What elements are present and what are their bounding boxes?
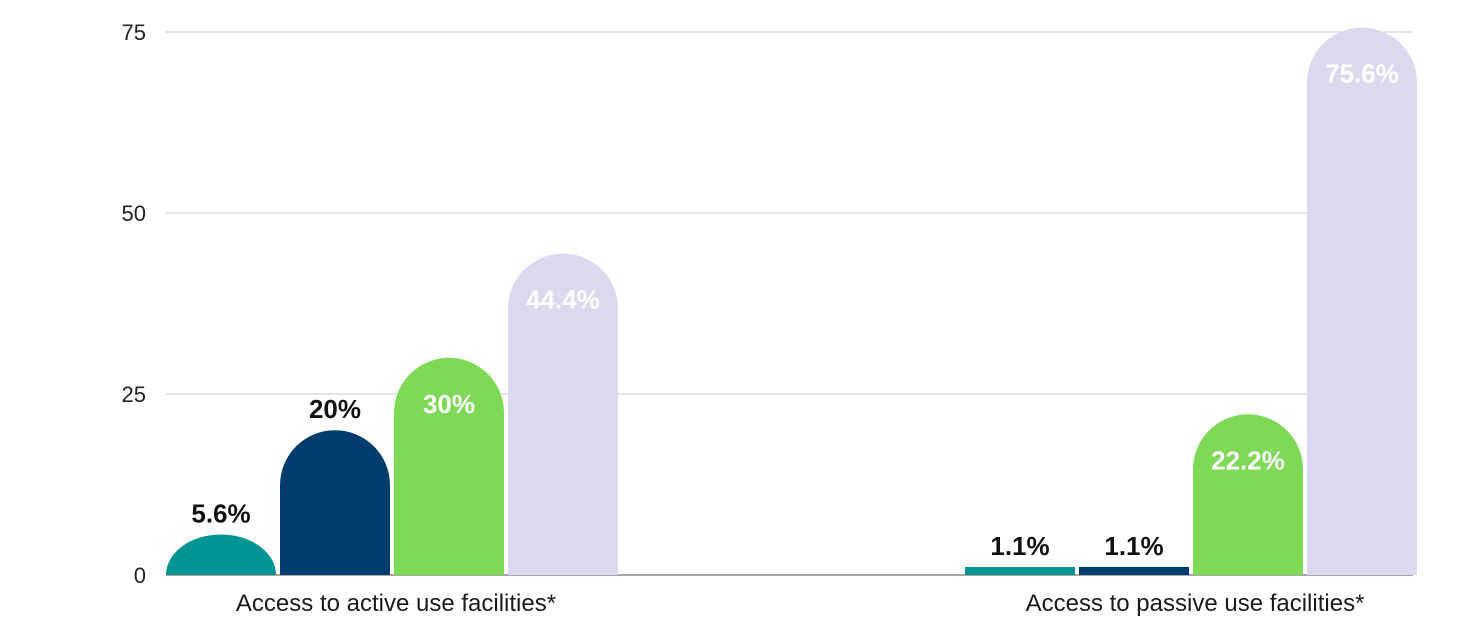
- bar-group-2: [965, 27, 1417, 575]
- data-label-1-2: 20%: [309, 394, 361, 424]
- bar-2-2: [1079, 567, 1189, 575]
- data-label-1-3: 30%: [423, 389, 475, 419]
- data-label-1-1: 5.6%: [191, 498, 250, 528]
- data-label-2-3: 22.2%: [1211, 445, 1285, 475]
- bars: [166, 27, 1417, 575]
- data-label-2-2: 1.1%: [1104, 531, 1163, 561]
- bar-2-1: [965, 567, 1075, 575]
- bar-2-4: [1307, 27, 1417, 575]
- y-tick-label-75: 75: [122, 20, 146, 45]
- category-label-1: Access to active use facilities*: [236, 590, 556, 617]
- y-tick-label-25: 25: [122, 382, 146, 407]
- bar-2-3: [1193, 414, 1303, 575]
- y-tick-label-50: 50: [122, 201, 146, 226]
- bar-1-2: [280, 430, 390, 575]
- category-label-2: Access to passive use facilities*: [1026, 590, 1365, 617]
- bar-1-4: [508, 253, 618, 575]
- data-label-2-4: 75.6%: [1325, 59, 1399, 89]
- bar-1-1: [166, 534, 276, 575]
- y-tick-label-0: 0: [134, 563, 146, 588]
- data-labels: 5.6% 20% 30% 44.4% 1.1% 1.1% 22.2% 75.6%: [191, 59, 1399, 561]
- bar-1-3: [394, 357, 504, 575]
- bar-group-1: [166, 253, 618, 575]
- data-label-2-1: 1.1%: [990, 531, 1049, 561]
- data-label-1-4: 44.4%: [526, 285, 600, 315]
- y-axis-ticks: 0 25 50 75: [122, 20, 146, 588]
